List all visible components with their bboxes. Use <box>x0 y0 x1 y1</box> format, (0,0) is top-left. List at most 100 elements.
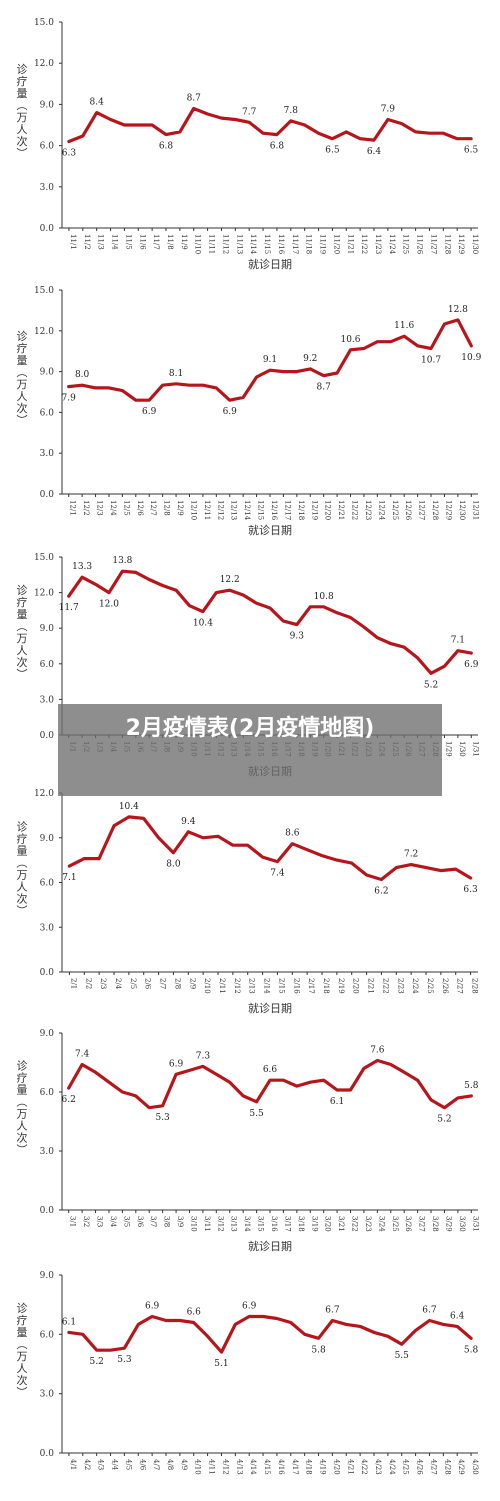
data-point <box>303 1333 306 1336</box>
data-point <box>395 866 398 869</box>
x-tick-label: 3/24 <box>377 1216 385 1232</box>
data-label: 9.1 <box>263 355 277 365</box>
data-label: 13.8 <box>112 556 132 566</box>
y-tick-label: 9.0 <box>40 100 55 110</box>
data-label: 7.7 <box>242 107 257 117</box>
x-tick-label: 3/11 <box>203 1216 211 1232</box>
data-point <box>276 1317 278 1320</box>
x-tick-label: 2/24 <box>411 978 419 994</box>
data-label: 12.8 <box>448 305 468 315</box>
data-point <box>336 372 338 374</box>
y-tick-label: 3.0 <box>40 183 55 193</box>
data-point <box>157 836 160 839</box>
x-tick-label: 2/19 <box>337 978 345 994</box>
data-label: 5.8 <box>464 1345 479 1355</box>
data-point <box>470 1095 473 1097</box>
x-tick-label: 4/8 <box>166 1459 174 1470</box>
data-point <box>306 848 308 851</box>
data-point <box>290 1321 292 1324</box>
x-tick-label: 11/8 <box>166 234 174 250</box>
y-tick-label: 9.0 <box>40 624 55 634</box>
data-label: 9.4 <box>181 817 196 827</box>
x-tick-label: 3/15 <box>257 1216 265 1232</box>
x-tick-label: 4/23 <box>374 1459 382 1475</box>
y-axis-label: 诊疗量︵万人次︶ <box>17 62 28 160</box>
y-tick-label: 6.0 <box>40 879 55 889</box>
data-label: 6.2 <box>62 1095 76 1105</box>
data-point <box>261 856 264 858</box>
data-point <box>291 842 294 845</box>
x-tick-label: 4/22 <box>360 1459 368 1475</box>
data-label: 6.5 <box>325 146 340 156</box>
x-tick-label: 4/10 <box>194 1459 202 1475</box>
data-label: 5.2 <box>90 1357 104 1367</box>
data-label: 5.3 <box>117 1355 132 1365</box>
data-point <box>359 1325 361 1328</box>
y-tick-label: 0.0 <box>40 1449 55 1459</box>
x-tick-label: 4/14 <box>249 1459 257 1475</box>
data-point <box>123 1347 126 1349</box>
y-tick-label: 15.0 <box>34 286 54 296</box>
x-tick-label: 2/18 <box>322 978 330 994</box>
data-point <box>82 135 84 137</box>
data-point <box>108 387 110 389</box>
y-tick-label: 12.0 <box>34 589 54 599</box>
data-point <box>457 319 459 321</box>
x-tick-label: 4/9 <box>180 1459 188 1470</box>
data-point <box>192 1321 195 1324</box>
x-tick-label: 4/26 <box>416 1459 424 1475</box>
data-point <box>123 124 126 126</box>
data-point <box>443 323 446 325</box>
data-label: 6.6 <box>187 1307 202 1317</box>
data-label: 12.2 <box>220 575 240 585</box>
y-tick-label: 9.0 <box>40 368 55 378</box>
x-tick-label: 3/9 <box>176 1216 184 1227</box>
data-label: 6.9 <box>464 660 479 670</box>
x-tick-label: 11/1 <box>69 234 77 250</box>
x-tick-label: 3/1 <box>69 1216 77 1227</box>
data-point <box>83 857 86 860</box>
x-tick-label: 12/23 <box>364 500 372 520</box>
y-tick-label: 6.0 <box>40 1330 55 1340</box>
x-tick-label: 11/25 <box>402 234 410 254</box>
data-point <box>269 369 271 372</box>
data-label: 6.3 <box>463 885 478 895</box>
data-point <box>290 120 292 122</box>
data-point <box>135 1095 137 1097</box>
x-tick-label: 2/3 <box>99 978 107 989</box>
data-point <box>95 1349 98 1351</box>
x-tick-label: 11/26 <box>416 234 424 255</box>
x-tick-label: 3/14 <box>243 1216 251 1232</box>
data-point <box>121 1091 124 1093</box>
x-tick-label: 3/29 <box>444 1216 452 1232</box>
x-tick-label: 3/7 <box>149 1216 157 1227</box>
x-tick-label: 2/28 <box>471 978 479 994</box>
data-label: 10.6 <box>340 335 360 345</box>
x-tick-label: 4/12 <box>221 1459 229 1475</box>
data-point <box>350 862 353 864</box>
data-point <box>202 1065 204 1068</box>
data-label: 6.9 <box>169 1059 184 1069</box>
x-tick-label: 11/3 <box>97 234 105 250</box>
data-label: 6.9 <box>142 407 157 417</box>
x-tick-label: 11/11 <box>208 234 216 254</box>
y-axis-label: 诊疗量︵万人次︶ <box>17 583 28 681</box>
y-tick-label: 0.0 <box>40 731 55 741</box>
data-point <box>215 591 218 594</box>
data-point <box>246 844 249 847</box>
data-point <box>454 868 457 870</box>
x-tick-label: 3/3 <box>96 1216 104 1227</box>
data-point <box>220 1351 223 1353</box>
data-label: 6.7 <box>325 1305 340 1315</box>
data-label: 5.2 <box>437 1115 451 1125</box>
data-point <box>188 1069 191 1072</box>
y-tick-label: 15.0 <box>34 18 54 28</box>
data-label: 6.7 <box>422 1305 437 1315</box>
data-point <box>161 1104 164 1107</box>
data-point <box>403 646 405 648</box>
data-label: 11.7 <box>59 603 79 613</box>
data-point <box>179 131 181 133</box>
x-tick-label: 12/19 <box>310 500 318 520</box>
x-tick-label: 2/14 <box>263 978 271 994</box>
data-point <box>376 636 379 639</box>
